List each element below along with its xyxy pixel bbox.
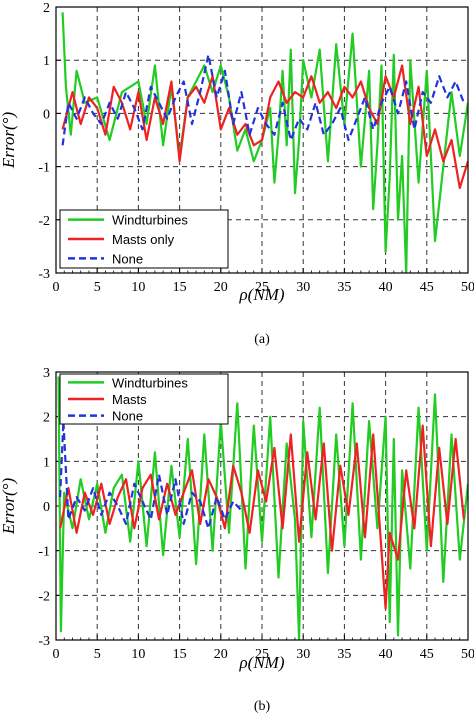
x-tick-label: 25 bbox=[255, 647, 269, 662]
panel-label: (b) bbox=[254, 699, 271, 714]
legend-label: None bbox=[112, 409, 143, 424]
y-tick-label: 2 bbox=[43, 1, 50, 16]
x-tick-label: 35 bbox=[337, 647, 351, 662]
y-tick-label: 0 bbox=[43, 107, 50, 122]
legend-label: Windturbines bbox=[112, 213, 188, 228]
legend: Windturbines Masts only None bbox=[59, 209, 229, 269]
y-tick-label: 2 bbox=[43, 411, 50, 426]
x-tick-label: 5 bbox=[94, 280, 101, 295]
x-tick-label: 45 bbox=[420, 280, 434, 295]
y-tick-label: -1 bbox=[38, 545, 50, 560]
series-line-windturbines bbox=[61, 12, 468, 273]
x-tick-label: 50 bbox=[461, 280, 474, 295]
series-line-windturbines bbox=[57, 376, 468, 640]
legend-label: Masts only bbox=[112, 232, 175, 247]
panel-label: (a) bbox=[254, 332, 270, 347]
x-tick-label: 40 bbox=[379, 280, 393, 295]
legend: Windturbines Masts None bbox=[59, 373, 229, 425]
legend-label: Windturbines bbox=[112, 375, 188, 390]
y-tick-label: 1 bbox=[43, 455, 50, 470]
y-tick-label: -3 bbox=[38, 634, 50, 649]
x-axis-label: ρ(NM) bbox=[239, 285, 285, 304]
y-tick-label: -2 bbox=[38, 214, 50, 229]
series-line-masts bbox=[59, 424, 465, 610]
x-tick-label: 10 bbox=[131, 280, 145, 295]
y-tick-label: -2 bbox=[38, 589, 50, 604]
x-tick-label: 15 bbox=[173, 647, 187, 662]
y-tick-label: 0 bbox=[43, 500, 50, 515]
legend-label: Masts bbox=[112, 392, 147, 407]
x-axis-label: ρ(NM) bbox=[239, 653, 285, 672]
y-tick-label: 3 bbox=[43, 366, 50, 381]
y-axis-label: Error(°) bbox=[0, 478, 18, 536]
x-tick-label: 5 bbox=[94, 647, 101, 662]
chart-panel-a: 0 5 10 15 20 25 30 35 40 45 50210-1-2-3Windturbine… bbox=[0, 1, 474, 347]
x-tick-label: 30 bbox=[296, 280, 310, 295]
series-line-none bbox=[61, 53, 465, 146]
series-line-masts-only bbox=[61, 64, 468, 189]
y-tick-label: -3 bbox=[38, 267, 50, 282]
axes-frame bbox=[55, 371, 469, 641]
x-tick-label: 35 bbox=[337, 280, 351, 295]
x-tick-label: 20 bbox=[214, 280, 228, 295]
series-line-none bbox=[59, 420, 243, 530]
x-tick-label: 20 bbox=[214, 647, 228, 662]
x-tick-label: 10 bbox=[131, 647, 145, 662]
x-tick-label: 30 bbox=[296, 647, 310, 662]
y-tick-label: 1 bbox=[43, 54, 50, 69]
x-tick-label: 25 bbox=[255, 280, 269, 295]
chart-panel-b: 0 5 10 15 20 25 30 35 40 45 503210-1-2-3Windturbin… bbox=[0, 366, 474, 714]
axes-frame bbox=[55, 6, 469, 274]
x-tick-label: 45 bbox=[420, 647, 434, 662]
x-tick-label: 0 bbox=[53, 647, 60, 662]
x-tick-label: 0 bbox=[53, 280, 60, 295]
x-tick-label: 40 bbox=[379, 647, 393, 662]
x-tick-label: 50 bbox=[461, 647, 474, 662]
legend-label: None bbox=[112, 251, 143, 266]
x-tick-label: 15 bbox=[173, 280, 187, 295]
y-tick-label: -1 bbox=[38, 161, 50, 176]
y-axis-label: Error(°) bbox=[0, 112, 18, 170]
